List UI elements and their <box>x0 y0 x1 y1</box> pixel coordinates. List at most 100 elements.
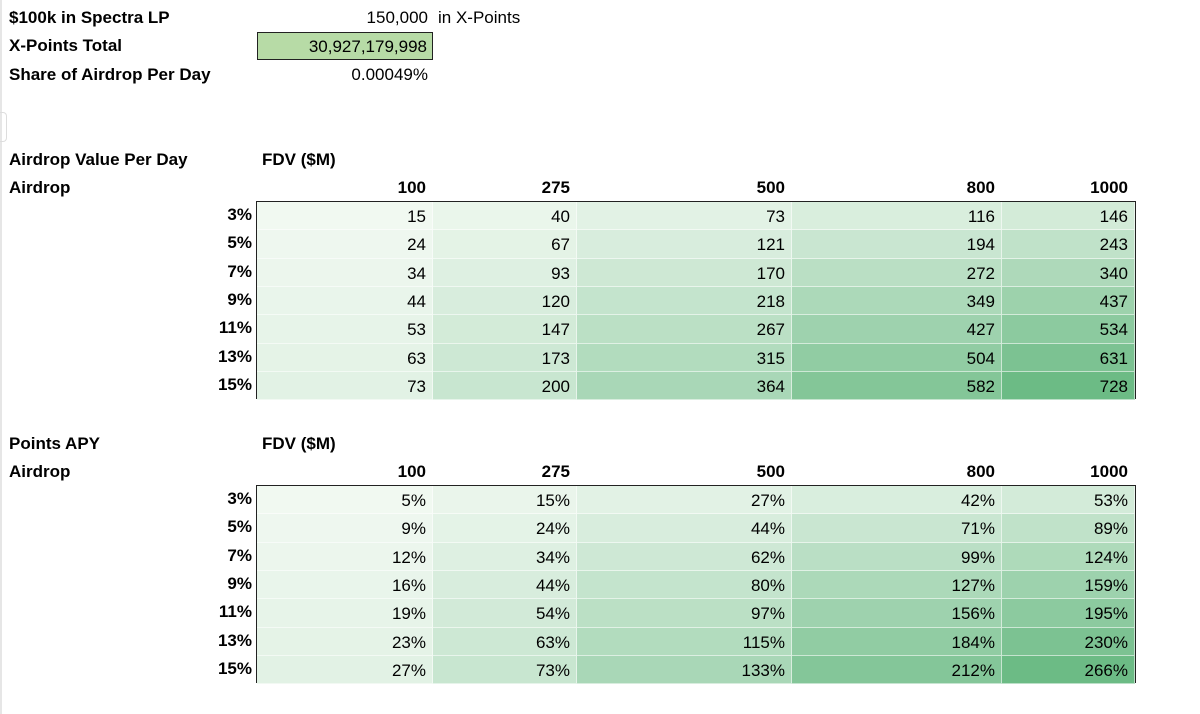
table-cell[interactable]: 27% <box>577 486 792 515</box>
table-cell[interactable]: 34 <box>257 258 433 287</box>
table-cell[interactable]: 115% <box>577 627 792 656</box>
row-label-airdrop: 11% <box>218 318 252 338</box>
table-cell[interactable]: 159% <box>1002 570 1135 600</box>
table-cell[interactable]: 243 <box>1002 230 1135 259</box>
row-label-airdrop: 13% <box>217 346 252 366</box>
table-cell[interactable]: 120 <box>433 286 577 316</box>
lp-value[interactable]: 150,000 <box>366 8 428 27</box>
table-cell[interactable]: 27% <box>257 655 433 685</box>
table-cell[interactable]: 71% <box>792 514 1002 543</box>
column-header-fdv-800: 800 <box>966 178 995 197</box>
table-cell[interactable]: 200 <box>433 371 577 401</box>
table-cell[interactable]: 73 <box>577 202 792 231</box>
table-cell[interactable]: 24 <box>257 230 433 259</box>
table-cell[interactable]: 73% <box>433 655 577 685</box>
table-row: 63 173 315 504 631 <box>257 343 1135 372</box>
table-cell[interactable]: 53% <box>1002 486 1135 515</box>
table-cell[interactable]: 127% <box>792 570 1002 600</box>
table-cell[interactable]: 504 <box>792 343 1002 372</box>
airdrop-axis-label: Airdrop <box>9 178 71 197</box>
table-cell[interactable]: 80% <box>577 570 792 600</box>
table-cell[interactable]: 44% <box>433 570 577 600</box>
table-row: 53 147 267 427 534 <box>257 315 1135 344</box>
table-row: 44 120 218 349 437 <box>257 286 1135 316</box>
table-cell[interactable]: 54% <box>433 599 577 628</box>
table-cell[interactable]: 212% <box>792 655 1002 685</box>
total-label: X-Points Total <box>9 36 123 55</box>
table-cell[interactable]: 89% <box>1002 514 1135 543</box>
table-cell[interactable]: 266% <box>1002 655 1135 685</box>
table-cell[interactable]: 156% <box>792 599 1002 628</box>
table-row: 19% 54% 97% 156% 195% <box>257 599 1135 628</box>
share-label: Share of Airdrop Per Day <box>9 65 211 84</box>
table-cell[interactable]: 267 <box>577 315 792 344</box>
row-label-airdrop: 7% <box>227 261 252 281</box>
table-cell[interactable]: 73 <box>257 371 433 401</box>
row-label-airdrop: 15% <box>217 374 252 394</box>
column-header-fdv-500: 500 <box>756 462 785 481</box>
table-cell[interactable]: 5% <box>257 486 433 515</box>
table-cell[interactable]: 272 <box>792 258 1002 287</box>
row-label-airdrop: 3% <box>227 205 252 224</box>
table-cell[interactable]: 218 <box>577 286 792 316</box>
table-cell[interactable]: 34% <box>433 542 577 571</box>
table-cell[interactable]: 170 <box>577 258 792 287</box>
table-cell[interactable]: 194 <box>792 230 1002 259</box>
table-cell[interactable]: 63% <box>433 627 577 656</box>
row-label-airdrop: 5% <box>227 517 252 537</box>
table-cell[interactable]: 340 <box>1002 258 1135 287</box>
lp-unit: in X-Points <box>438 8 521 27</box>
table-cell[interactable]: 124% <box>1002 542 1135 571</box>
table-cell[interactable]: 173 <box>433 343 577 372</box>
table-cell[interactable]: 67 <box>433 230 577 259</box>
table-row: 9% 24% 44% 71% 89% <box>257 514 1135 543</box>
table-cell[interactable]: 44% <box>577 514 792 543</box>
fdv-axis-label: FDV ($M) <box>262 150 336 169</box>
heatmap-grid: 15 40 73 116 146 24 67 121 194 243 34 93 170 272 340 44… <box>256 201 1136 401</box>
table-cell[interactable]: 16% <box>257 570 433 600</box>
table-cell[interactable]: 63 <box>257 343 433 372</box>
table-cell[interactable]: 40 <box>433 202 577 231</box>
table-row: 16% 44% 80% 127% 159% <box>257 570 1135 600</box>
table-cell[interactable]: 349 <box>792 286 1002 316</box>
table-cell[interactable]: 534 <box>1002 315 1135 344</box>
table-cell[interactable]: 23% <box>257 627 433 656</box>
table-cell[interactable]: 12% <box>257 542 433 571</box>
table-cell[interactable]: 230% <box>1002 627 1135 656</box>
table-cell[interactable]: 93 <box>433 258 577 287</box>
table-cell[interactable]: 728 <box>1002 371 1135 401</box>
row-label-airdrop: 5% <box>227 233 252 253</box>
table-row: 27% 73% 133% 212% 266% <box>257 655 1135 685</box>
table-cell[interactable]: 9% <box>257 514 433 543</box>
table-cell[interactable]: 437 <box>1002 286 1135 316</box>
table-cell[interactable]: 99% <box>792 542 1002 571</box>
column-header-fdv-500: 500 <box>756 178 785 197</box>
table-cell[interactable]: 121 <box>577 230 792 259</box>
table-cell[interactable]: 24% <box>433 514 577 543</box>
table-cell[interactable]: 146 <box>1002 202 1135 231</box>
table-cell[interactable]: 15% <box>433 486 577 515</box>
table-cell[interactable]: 42% <box>792 486 1002 515</box>
table-cell[interactable]: 631 <box>1002 343 1135 372</box>
column-header-fdv-1000: 1000 <box>1090 462 1128 481</box>
table-cell[interactable]: 62% <box>577 542 792 571</box>
total-value-cell[interactable]: 30,927,179,998 <box>257 32 433 60</box>
table-cell[interactable]: 15 <box>257 202 433 231</box>
table-cell[interactable]: 44 <box>257 286 433 316</box>
sheet-row-handle[interactable] <box>0 112 7 142</box>
table-cell[interactable]: 184% <box>792 627 1002 656</box>
table-title: Airdrop Value Per Day <box>9 150 188 169</box>
table-cell[interactable]: 147 <box>433 315 577 344</box>
table-cell[interactable]: 315 <box>577 343 792 372</box>
table-cell[interactable]: 116 <box>792 202 1002 231</box>
table-cell[interactable]: 364 <box>577 371 792 401</box>
table-cell[interactable]: 195% <box>1002 599 1135 628</box>
share-value[interactable]: 0.00049% <box>351 65 428 84</box>
table-cell[interactable]: 53 <box>257 315 433 344</box>
table-cell[interactable]: 97% <box>577 599 792 628</box>
table-cell[interactable]: 427 <box>792 315 1002 344</box>
total-value: 30,927,179,998 <box>308 37 427 56</box>
table-cell[interactable]: 133% <box>577 655 792 685</box>
table-cell[interactable]: 19% <box>257 599 433 628</box>
table-cell[interactable]: 582 <box>792 371 1002 401</box>
